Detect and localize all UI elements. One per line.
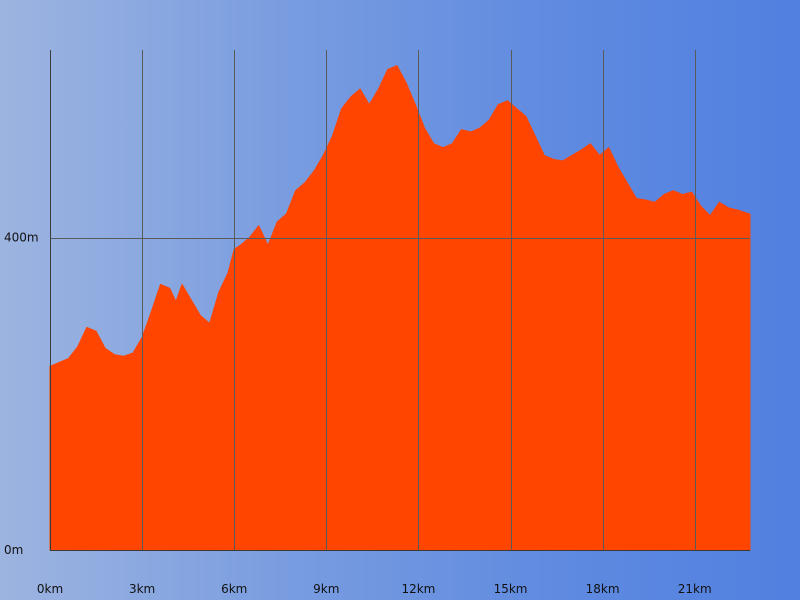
elevation-area-series-0 — [49, 64, 751, 551]
x-tick-label: 3km — [129, 582, 155, 596]
y-tick-label: 400m — [4, 231, 39, 245]
x-tick-label: 21km — [678, 582, 712, 596]
x-tick-label: 9km — [313, 582, 339, 596]
x-tick-label: 15km — [494, 582, 528, 596]
grid-layer — [50, 50, 750, 551]
tick-label-layer: 0km 3km 6km 9km 12km 15km 18km 21km 0m 400m — [4, 231, 712, 597]
x-tick-label: 18km — [586, 582, 620, 596]
elevation-area-layer — [49, 64, 751, 551]
x-tick-label: 12km — [401, 582, 435, 596]
x-tick-label: 6km — [221, 582, 247, 596]
x-tick-label: 0km — [37, 582, 63, 596]
y-tick-label: 0m — [4, 543, 23, 557]
